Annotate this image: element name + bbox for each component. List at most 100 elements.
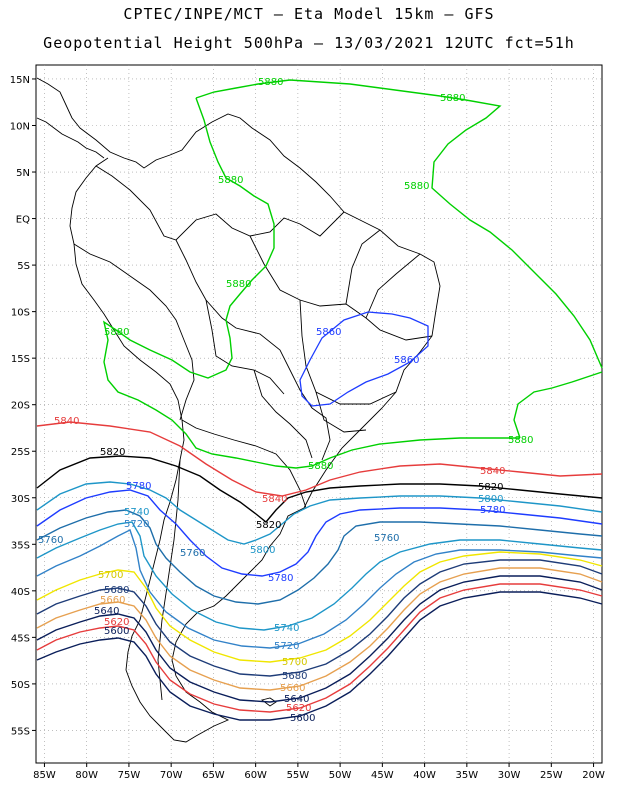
coastline-south-america	[36, 77, 441, 743]
label-5880-d: 5880	[404, 181, 429, 192]
lon-label-55W: 55W	[287, 770, 310, 781]
longitude-labels: 85W 80W 75W 70W 65W 60W 55W 50W 45W 40W 35W 30W 25W 2…	[33, 763, 605, 781]
label-5680-a: 5680	[104, 585, 129, 596]
label-5820-b: 5820	[256, 520, 281, 531]
line-5740	[36, 521, 603, 631]
label-5760-a: 5760	[38, 535, 63, 546]
label-5760-b: 5760	[180, 548, 205, 559]
contour-5860-lines	[299, 311, 429, 407]
label-5840-b: 5840	[262, 494, 287, 505]
label-5680-b: 5680	[282, 671, 307, 682]
label-5620-a: 5620	[104, 617, 129, 628]
lon-label-35W: 35W	[456, 770, 479, 781]
border-brazil-internal-1	[249, 235, 433, 341]
lon-label-30W: 30W	[498, 770, 521, 781]
line-5700	[36, 551, 603, 663]
line-5660	[36, 567, 603, 691]
lat-label-5N: 5N	[16, 168, 30, 179]
label-5860-a: 5860	[316, 327, 341, 338]
lat-label-20S: 20S	[11, 401, 30, 412]
lat-label-10S: 10S	[11, 308, 30, 319]
map-frame	[35, 64, 603, 764]
label-5600-a: 5600	[104, 626, 129, 637]
border-brazil-internal-4	[365, 253, 421, 319]
lon-label-85W: 85W	[33, 770, 56, 781]
map-subtitle: Geopotential Height 500hPa – 13/03/2021 …	[43, 34, 575, 52]
label-5840-a: 5840	[54, 416, 79, 427]
label-5880-f: 5880	[104, 327, 129, 338]
coastlines-and-borders	[36, 77, 441, 743]
label-5880-b: 5880	[440, 93, 465, 104]
line-5600	[36, 591, 603, 721]
lon-label-50W: 50W	[329, 770, 352, 781]
line-5640	[36, 575, 603, 703]
lat-label-15N: 15N	[10, 75, 30, 86]
lat-label-40S: 40S	[11, 587, 30, 598]
lon-label-40W: 40W	[413, 770, 436, 781]
label-5820-c: 5820	[478, 482, 503, 493]
lat-label-10N: 10N	[10, 121, 30, 132]
map-title: CPTEC/INPE/MCT – Eta Model 15km – GFS	[123, 5, 495, 23]
border-brazil-internal-5	[315, 391, 367, 433]
label-5700-a: 5700	[98, 570, 123, 581]
falklands	[260, 697, 277, 707]
border-chile-argentina	[157, 459, 181, 701]
label-5780-b: 5780	[268, 573, 293, 584]
label-5880-g: 5880	[308, 461, 333, 472]
label-5840-c: 5840	[480, 466, 505, 477]
latitude-labels: 15N 10N 5N EQ 5S 10S 15S 20S 25S 30S 35S 40S 45S 50S 5…	[10, 75, 36, 737]
lat-label-30S: 30S	[11, 494, 30, 505]
label-5780-c: 5780	[480, 505, 505, 516]
label-5800-b: 5800	[478, 494, 503, 505]
label-5800-a: 5800	[250, 545, 275, 556]
lon-label-80W: 80W	[75, 770, 98, 781]
line-5800	[36, 481, 603, 545]
line-5680	[36, 559, 603, 677]
contour-zonal-lines	[36, 421, 603, 721]
border-west	[73, 243, 195, 421]
line-5840	[36, 421, 603, 497]
border-bolivia	[205, 299, 285, 395]
label-5640-b: 5640	[284, 694, 309, 705]
border-brazil-west	[175, 239, 331, 461]
label-5620-b: 5620	[286, 703, 311, 714]
line-5820	[36, 455, 603, 523]
label-5880-h: 5880	[508, 435, 533, 446]
lon-label-70W: 70W	[160, 770, 183, 781]
label-5700-b: 5700	[282, 657, 307, 668]
label-5880-c: 5880	[218, 175, 243, 186]
lat-label-45S: 45S	[11, 633, 30, 644]
lon-label-65W: 65W	[202, 770, 225, 781]
label-5660-b: 5660	[280, 683, 305, 694]
lat-label-25S: 25S	[11, 447, 30, 458]
line-5780	[36, 489, 603, 577]
border-north	[95, 165, 345, 241]
lon-label-20W: 20W	[582, 770, 605, 781]
line-5760	[36, 509, 603, 605]
lon-label-45W: 45W	[371, 770, 394, 781]
lat-label-15S: 15S	[11, 354, 30, 365]
label-5880-e: 5880	[226, 279, 251, 290]
line-5620	[36, 583, 603, 713]
lat-label-5S: 5S	[17, 261, 30, 272]
line-5720	[36, 529, 603, 649]
border-argentina	[181, 419, 307, 509]
border-paraguay	[253, 369, 313, 459]
label-5780-a: 5780	[126, 481, 151, 492]
contour-labels: 5880 5880 5880 5880 5880 5880 5880 5880 …	[38, 77, 533, 724]
contour-5880-lines	[102, 79, 603, 469]
label-5860-b: 5860	[394, 355, 419, 366]
label-5720-a: 5720	[124, 519, 149, 530]
label-5600-b: 5600	[290, 713, 315, 724]
label-5760-c: 5760	[374, 533, 399, 544]
border-brazil-internal-3	[345, 229, 381, 305]
coastline-central-america	[36, 117, 105, 159]
label-5880-a: 5880	[258, 77, 283, 88]
lon-label-60W: 60W	[244, 770, 267, 781]
label-5820-a: 5820	[100, 447, 125, 458]
label-5660-a: 5660	[100, 595, 125, 606]
lat-label-35S: 35S	[11, 540, 30, 551]
lat-label-EQ: EQ	[16, 215, 30, 226]
lon-label-75W: 75W	[118, 770, 141, 781]
